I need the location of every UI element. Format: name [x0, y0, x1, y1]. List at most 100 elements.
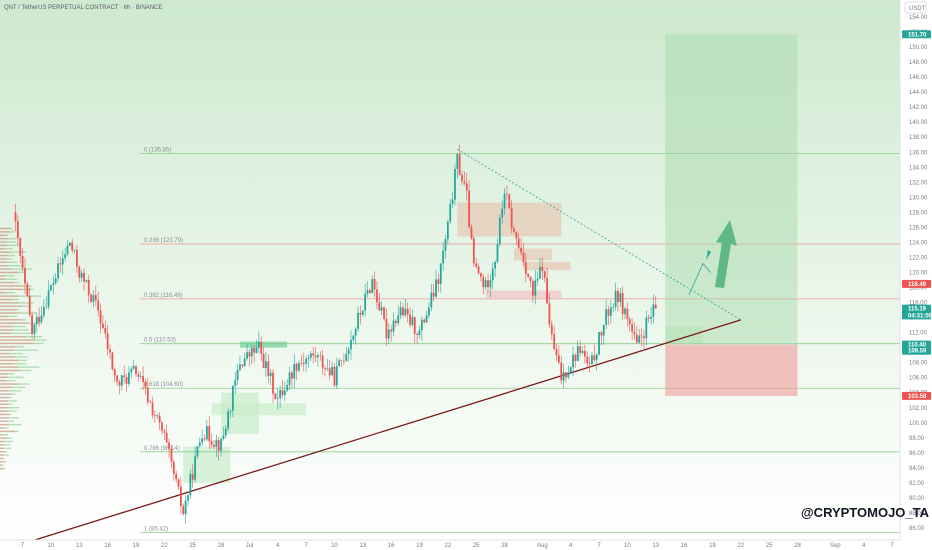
candle-body: [139, 376, 142, 377]
volume-bar: [0, 423, 22, 426]
candle-body: [650, 316, 652, 319]
candle: [489, 274, 492, 298]
price-tag-label: 115.19: [908, 307, 927, 313]
price-tag-label: 151.70: [908, 32, 927, 38]
candle-body: [165, 432, 168, 443]
candle-body: [300, 362, 303, 364]
volume-bar: [0, 352, 23, 355]
candle-body: [430, 292, 433, 308]
candle: [19, 237, 22, 264]
candle-body: [489, 280, 492, 288]
price-axis[interactable]: [900, 0, 932, 540]
candle-body: [475, 263, 478, 267]
volume-bar: [0, 417, 9, 419]
candle: [416, 332, 419, 344]
candle-body: [402, 307, 404, 316]
candle-body: [321, 355, 324, 369]
volume-bar: [0, 329, 14, 331]
candle: [295, 362, 298, 380]
y-tick-label: 90.00: [909, 496, 925, 502]
candle: [156, 413, 159, 419]
candle-body: [73, 249, 76, 251]
candle: [184, 495, 187, 524]
candle-body: [354, 328, 357, 336]
volume-profile: [0, 227, 47, 470]
currency-badge[interactable]: [904, 1, 927, 14]
candle-body: [274, 393, 277, 399]
candle-body: [607, 309, 610, 316]
volume-bar: [0, 366, 40, 368]
volume-bar: [0, 332, 37, 335]
candle-body: [248, 352, 251, 357]
time-axis[interactable]: [0, 540, 900, 550]
candle: [229, 409, 232, 418]
trendlines: [12, 148, 742, 548]
candle-body: [617, 290, 619, 302]
candle-body: [468, 190, 471, 228]
candle: [628, 316, 631, 332]
candle-body: [31, 315, 33, 334]
candle: [14, 203, 17, 232]
volume-bar: [0, 464, 4, 466]
volume-bar: [0, 366, 19, 368]
volume-bar: [0, 346, 17, 348]
volume-bar: [0, 315, 9, 318]
candle-body: [246, 352, 248, 359]
volume-bar: [0, 258, 13, 260]
volume-bar: [0, 278, 6, 280]
big-arrow: [715, 220, 737, 288]
candle-body: [465, 183, 468, 191]
candle-body: [640, 335, 643, 337]
candle-body: [425, 315, 428, 323]
candle: [567, 365, 570, 380]
candle-body: [104, 328, 107, 334]
volume-bar: [0, 379, 16, 382]
volume-bar: [0, 325, 26, 328]
volume-bar: [0, 417, 19, 419]
candle: [99, 303, 102, 334]
candle: [76, 244, 78, 273]
x-tick-label: 7: [304, 543, 308, 549]
candle: [42, 299, 45, 319]
candle: [28, 287, 31, 317]
candle-body: [130, 368, 133, 373]
y-tick-label: 124.00: [909, 240, 928, 246]
candle-body: [458, 154, 461, 175]
volume-bar: [0, 288, 23, 291]
candle: [406, 302, 409, 323]
candle-body: [506, 193, 508, 195]
y-tick-label: 108.00: [909, 361, 928, 367]
candle: [366, 281, 369, 298]
candle-body: [326, 368, 329, 370]
candle-body: [113, 369, 116, 376]
candle-body: [477, 266, 480, 274]
candle-body: [605, 309, 608, 325]
volume-bar: [0, 339, 35, 341]
candle-body: [156, 415, 159, 417]
candle: [446, 220, 449, 244]
price-tag-box: [902, 304, 931, 313]
volume-bar: [0, 268, 12, 270]
candle: [161, 420, 163, 435]
candle-body: [92, 295, 95, 303]
candle: [137, 371, 140, 383]
candle: [123, 365, 126, 384]
candle: [276, 387, 279, 410]
candle-body: [191, 473, 194, 480]
candle: [543, 270, 546, 283]
volume-bar: [0, 295, 42, 297]
candle-body: [106, 333, 109, 350]
candle: [617, 287, 619, 312]
candle: [376, 281, 378, 309]
projection-path: [688, 262, 711, 296]
candle-body: [94, 295, 97, 301]
candle: [560, 356, 563, 385]
candle: [130, 366, 133, 379]
candle: [26, 281, 29, 298]
x-tick-label: 25: [189, 543, 196, 549]
candle: [402, 302, 404, 318]
candle-body: [227, 411, 230, 429]
candle-body: [288, 372, 291, 386]
